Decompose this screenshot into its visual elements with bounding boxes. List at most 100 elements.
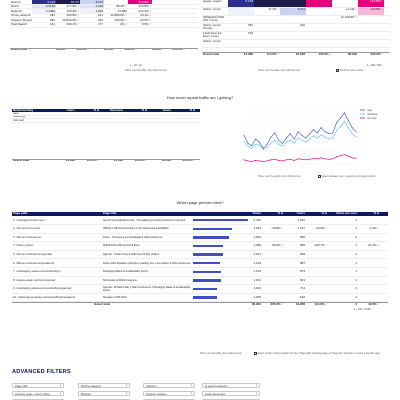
table-row[interactable]: 9. /packaging-waste-successful/fpp/agend… bbox=[12, 285, 388, 294]
data-point bbox=[305, 159, 307, 161]
page-path[interactable]: 4. /lhew-yoube/ bbox=[13, 244, 34, 248]
scroll-metrics-checkbox[interactable]: Scroll for more metrics bbox=[336, 69, 364, 72]
data-point bbox=[278, 140, 280, 142]
row-value bbox=[280, 0, 306, 7]
table-row[interactable]: Cross-network 281 183.8% ↑ 231 42,880.9% ↑ 20… bbox=[10, 13, 198, 19]
row-value: 240 bbox=[80, 18, 104, 23]
table-row[interactable]: 2. /life-summit-expo/HWVE | LHE Summit &… bbox=[12, 225, 388, 234]
total-label: Grand total bbox=[13, 159, 30, 162]
page-path[interactable]: 9. /packaging-waste-successful/fpp/agend… bbox=[13, 287, 72, 291]
table-row[interactable]: HWVE ESA-XINR-XXX / (none) +6,136.8% ↑ bbox=[202, 16, 390, 24]
table-pager[interactable]: 1 - 100 / 300 bbox=[367, 64, 382, 67]
filter-dropdown[interactable]: Device category ▾ bbox=[78, 383, 130, 388]
table-row[interactable]: 6. /flame-conference/speakers/Flame 2024… bbox=[12, 259, 388, 268]
column-header[interactable]: Views bbox=[162, 109, 171, 112]
table-row[interactable]: google / organic 5,148 143,995 ↑ bbox=[202, 0, 390, 8]
table-row[interactable]: 3. /flame-conference/Flame - Premiering … bbox=[12, 234, 388, 243]
page-path[interactable]: 1. /manage/conference/ bbox=[13, 218, 45, 222]
row-value: 20.1% ↓ bbox=[128, 13, 152, 18]
page-path[interactable]: 8. /waste-water-world-congress/ bbox=[13, 278, 56, 282]
row-value: 5,148 bbox=[32, 0, 56, 4]
page-title: New All International Annual - The leadi… bbox=[103, 218, 186, 222]
table-row[interactable]: 5. /flame-conference/agenda/Agenda - Tra… bbox=[12, 251, 388, 260]
data-point bbox=[293, 142, 295, 144]
filter-dropdown[interactable]: Page path ▾ bbox=[12, 383, 64, 388]
table-row[interactable]: 7. /packaging-waste-successful/fpp/Packa… bbox=[12, 268, 388, 277]
total-value: 13,286 bbox=[55, 48, 65, 51]
data-point bbox=[282, 142, 284, 144]
table-row[interactable]: (direct) / (none) 71.2% ↑ 5,211 +4,136 ↑ 210… bbox=[202, 8, 390, 16]
table-pager[interactable]: 1 - 100 / 2,092 bbox=[354, 308, 371, 311]
column-header[interactable]: Users bbox=[66, 109, 75, 112]
table-row[interactable]: Organic Shopping25619,840.5% ↑240150.9% … bbox=[10, 18, 198, 23]
data-point bbox=[270, 136, 272, 138]
row-value: 19,840.5% ↑ bbox=[56, 18, 80, 23]
row-value bbox=[254, 16, 280, 23]
filter-dropdown[interactable]: Browser ▾ bbox=[78, 391, 130, 396]
table-row[interactable]: 10. /packaging-waste-successful/fpp/spea… bbox=[12, 294, 388, 303]
column-header[interactable]: Views bbox=[252, 212, 261, 216]
row-value: 143,995 ↑ bbox=[358, 0, 384, 7]
row-value bbox=[254, 40, 280, 47]
table-row[interactable]: 1. /manage/conference/New All Internatio… bbox=[12, 216, 388, 225]
page-path[interactable]: 7. /packaging-waste-successful/fpp/ bbox=[13, 270, 61, 274]
column-header[interactable]: New/returning bbox=[13, 109, 34, 112]
table-row[interactable]: 4. /lhew-yoube/HWVE ESA LHE Summit & Exp… bbox=[12, 242, 388, 251]
column-header[interactable]: % Δ bbox=[141, 109, 147, 112]
column-header[interactable]: % Δ bbox=[321, 212, 327, 216]
filter-dropdown[interactable]: Session medium ▾ bbox=[143, 391, 195, 396]
column-header[interactable]: Page title bbox=[103, 212, 117, 216]
table-row[interactable]: 8. /waste-water-world-congress/Stormwate… bbox=[12, 277, 388, 286]
row-value: 256 bbox=[32, 18, 56, 23]
table-row[interactable]: returning bbox=[12, 115, 200, 120]
table-row[interactable]: Direct 2,5148 477.9% ↑ 4,209 86.2% ↑ 210.8% ↓ bbox=[10, 4, 198, 10]
data-point bbox=[305, 141, 307, 143]
page-path[interactable]: 10. /packaging-waste-successful/fpp/spea… bbox=[13, 296, 76, 300]
filter-dropdown[interactable]: Goal conversion ▾ bbox=[202, 391, 260, 396]
table-row[interactable]: new bbox=[12, 112, 200, 116]
column-header[interactable]: % Δ bbox=[277, 212, 283, 216]
views-bar bbox=[193, 218, 248, 222]
column-header[interactable]: % Δ bbox=[93, 109, 99, 112]
column-header[interactable]: Sessions bbox=[109, 109, 123, 112]
data-point bbox=[293, 138, 295, 140]
page-title: Stormwater & World Congress bbox=[103, 278, 137, 282]
metric-select-checkbox[interactable]: Select between users, sessions, and view… bbox=[318, 175, 375, 178]
data-point bbox=[266, 146, 268, 148]
checkbox-icon bbox=[254, 352, 257, 355]
table-row[interactable]: LAAS Summit & Expo / (none) 196 bbox=[202, 32, 390, 40]
table-row[interactable]: Referral 1,1482 428.9% ↑ 4,209 21,880 212.6% … bbox=[10, 9, 198, 14]
row-label: returning bbox=[13, 115, 25, 119]
table-row[interactable]: Search 5,148 78.7% 5,211 210.8% ↓ bbox=[10, 0, 198, 5]
row-value: 5,211 bbox=[80, 0, 104, 4]
total-value: 13,286 bbox=[65, 159, 75, 162]
table-row[interactable]: (direct) / (none) bbox=[202, 40, 390, 48]
row-value: 1 bbox=[355, 270, 357, 274]
column-header[interactable]: % Δ bbox=[373, 212, 379, 216]
table-note: Hover over the table, then click the ico… bbox=[258, 69, 300, 72]
table-row[interactable]: Paid Search 161 409.1% ↑ 277 0% ↑ 9.9% ↑ bbox=[10, 22, 198, 28]
page-filter-checkbox[interactable]: Select to filter must be shown from the … bbox=[254, 352, 388, 355]
filter-label: Session medium bbox=[146, 392, 167, 396]
page-path[interactable]: 2. /life-summit-expo/ bbox=[13, 227, 41, 231]
data-point bbox=[324, 136, 326, 138]
column-header[interactable]: Users bbox=[296, 212, 305, 216]
column-header[interactable]: Views per user bbox=[335, 212, 357, 216]
filter-dropdown[interactable]: Landing page + query string ▾ bbox=[12, 391, 64, 396]
filter-dropdown[interactable]: Is goal conversion ▾ bbox=[202, 383, 260, 388]
table-pager[interactable]: 1 - 12 / 12 bbox=[130, 64, 142, 67]
total-value: 114.0% ↑ bbox=[314, 302, 327, 306]
page-path[interactable]: 5. /flame-conference/agenda/ bbox=[13, 253, 53, 257]
data-point bbox=[351, 133, 353, 135]
filter-dropdown[interactable]: Channel ▾ bbox=[143, 383, 195, 388]
checkbox-icon bbox=[336, 69, 339, 72]
page-path[interactable]: 3. /flame-conference/ bbox=[13, 235, 42, 239]
table-row[interactable]: (direct) / (none) Preview 281 240 bbox=[202, 24, 390, 32]
column-header[interactable]: Page path bbox=[13, 212, 28, 216]
page-path[interactable]: 6. /flame-conference/speakers/ bbox=[13, 261, 55, 265]
column-header[interactable]: % Δ bbox=[189, 109, 195, 112]
views-value: 1,644 bbox=[253, 227, 261, 231]
row-value: 626 bbox=[299, 296, 305, 300]
table-row[interactable]: (not set) bbox=[12, 119, 200, 123]
row-value bbox=[254, 32, 280, 39]
